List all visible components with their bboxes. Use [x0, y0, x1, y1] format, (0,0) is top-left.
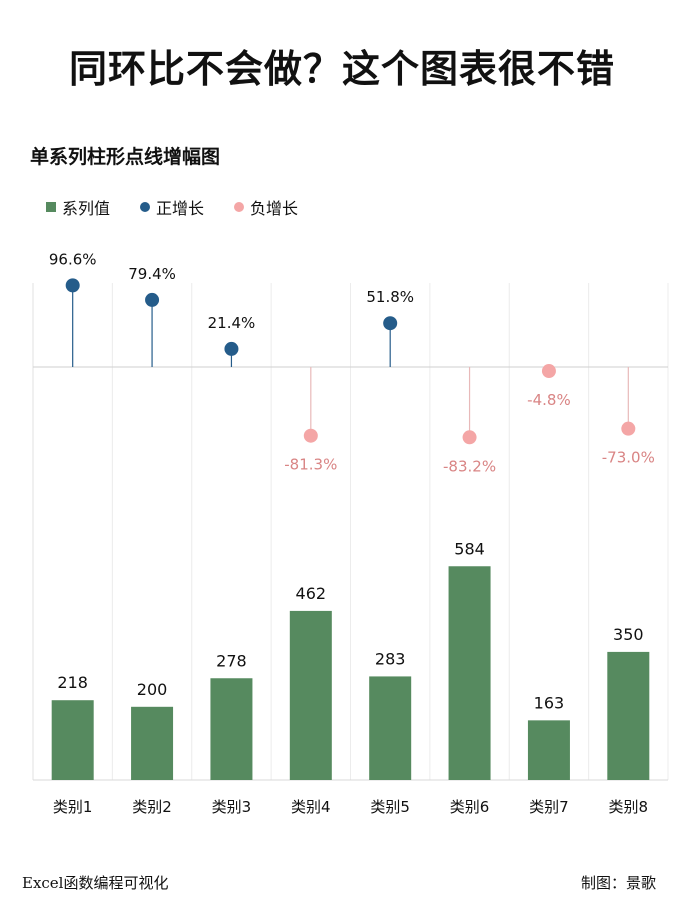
bar-4 — [289, 610, 332, 780]
footer-source: Excel函数编程可视化 — [22, 874, 169, 892]
legend-label-negative: 负增长 — [250, 199, 299, 218]
bar-7 — [527, 720, 570, 780]
growth-dot-1 — [65, 278, 80, 293]
growth-label-2: 79.4% — [128, 265, 176, 283]
category-label-6: 类别6 — [450, 798, 490, 816]
category-label-4: 类别4 — [291, 798, 331, 816]
bar-8 — [607, 651, 650, 780]
bar-5 — [369, 676, 412, 780]
bar-value-label-4: 462 — [296, 584, 327, 603]
legend-item-positive: 正增长 — [140, 195, 204, 219]
growth-dot-8 — [621, 421, 636, 436]
growth-label-5: 51.8% — [366, 288, 414, 306]
legend-item-series: 系列值 — [46, 195, 110, 219]
chart-title: 单系列柱形点线增幅图 — [30, 146, 221, 168]
bar-value-label-7: 163 — [534, 693, 565, 712]
bar-3 — [210, 678, 253, 780]
category-label-7: 类别7 — [529, 798, 569, 816]
legend-label-series: 系列值 — [62, 199, 111, 218]
bar-value-label-2: 200 — [137, 680, 168, 699]
bar-value-label-3: 278 — [216, 651, 247, 670]
growth-label-6: -83.2% — [443, 457, 496, 475]
bar-value-label-5: 283 — [375, 649, 406, 668]
growth-label-7: -4.8% — [527, 391, 571, 409]
legend-label-positive: 正增长 — [156, 199, 205, 218]
growth-dot-5 — [383, 316, 398, 331]
legend-swatch-positive — [140, 202, 151, 212]
headline: 同环比不会做？这个图表很不错 — [68, 47, 615, 91]
bar-1 — [51, 700, 94, 780]
footer-author: 制图：景歌 — [580, 874, 656, 892]
growth-dot-6 — [462, 430, 477, 445]
bar-value-label-8: 350 — [613, 625, 644, 644]
growth-dot-2 — [145, 292, 160, 307]
category-label-3: 类别3 — [212, 798, 252, 816]
category-label-1: 类别1 — [53, 798, 93, 816]
growth-dot-3 — [224, 341, 239, 356]
category-label-2: 类别2 — [132, 798, 172, 816]
legend-swatch-bar — [46, 202, 56, 212]
growth-label-1: 96.6% — [49, 250, 97, 268]
bar-value-label-6: 584 — [454, 539, 485, 558]
growth-dot-7 — [541, 364, 556, 379]
bar-2 — [131, 706, 174, 780]
legend: 系列值 正增长 负增长 — [46, 195, 328, 219]
growth-dot-4 — [303, 428, 318, 443]
growth-label-4: -81.3% — [284, 456, 337, 474]
bar-value-label-1: 218 — [57, 673, 88, 692]
legend-swatch-negative — [234, 202, 245, 212]
category-label-8: 类别8 — [609, 798, 649, 816]
category-label-5: 类别5 — [370, 798, 410, 816]
bar-6 — [448, 566, 491, 780]
growth-label-3: 21.4% — [208, 314, 256, 332]
growth-label-8: -73.0% — [602, 449, 655, 467]
legend-item-negative: 负增长 — [234, 195, 298, 219]
